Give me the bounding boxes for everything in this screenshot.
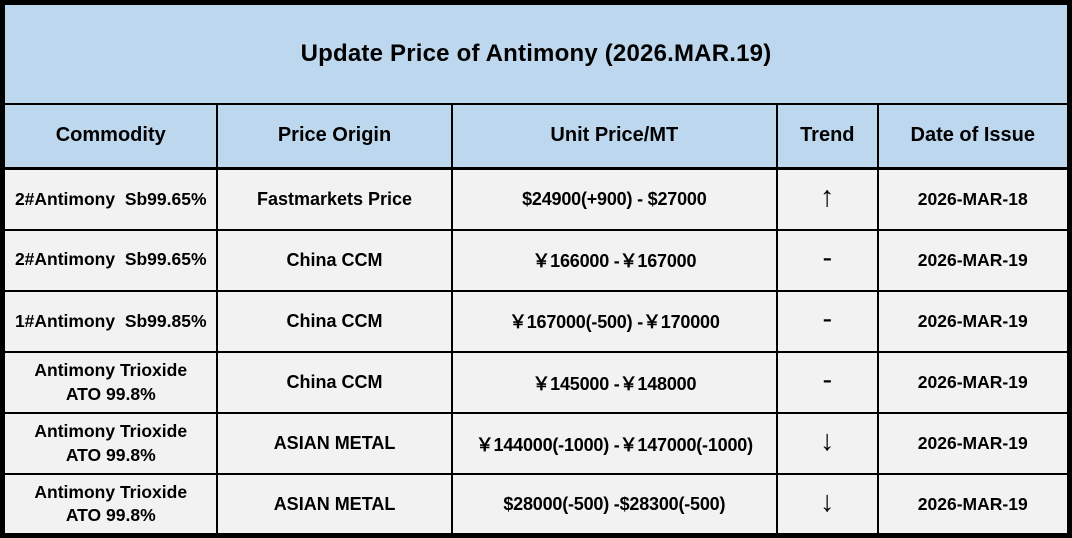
price-origin-cell: China CCM	[216, 228, 453, 292]
table-row: Antimony Trioxide ATO 99.8% ASIAN METAL …	[1, 412, 1071, 476]
column-header-unit-price: Unit Price/MT	[450, 102, 779, 170]
date-of-issue-cell: 2026-MAR-19	[876, 350, 1071, 415]
date-of-issue-cell: 2026-MAR-19	[876, 228, 1071, 292]
table-row: Antimony Trioxide ATO 99.8% ASIAN METAL …	[1, 473, 1071, 537]
unit-price-cell: ￥167000(-500) -￥170000	[450, 289, 779, 353]
unit-price-cell: $28000(-500) -$28300(-500)	[450, 473, 779, 537]
date-of-issue-cell: 2026-MAR-19	[876, 412, 1071, 476]
title-row: Update Price of Antimony (2026.MAR.19)	[1, 1, 1071, 105]
trend-down-indicator: ↓	[776, 412, 879, 476]
price-origin-cell: Fastmarkets Price	[216, 167, 453, 231]
table-row: 1#Antimony Sb99.85% China CCM ￥167000(-5…	[1, 289, 1071, 353]
commodity-cell: 2#Antimony Sb99.65%	[1, 228, 219, 292]
commodity-cell: 2#Antimony Sb99.65%	[1, 167, 219, 231]
column-header-price-origin: Price Origin	[216, 102, 453, 170]
column-header-trend: Trend	[776, 102, 879, 170]
price-origin-cell: ASIAN METAL	[216, 412, 453, 476]
unit-price-cell: ￥144000(-1000) -￥147000(-1000)	[450, 412, 779, 476]
date-of-issue-cell: 2026-MAR-19	[876, 289, 1071, 353]
commodity-cell: Antimony Trioxide ATO 99.8%	[1, 412, 219, 476]
date-of-issue-cell: 2026-MAR-19	[876, 473, 1071, 537]
trend-unchanged-indicator: -	[776, 228, 879, 292]
commodity-cell: Antimony Trioxide ATO 99.8%	[1, 350, 219, 415]
price-origin-cell: ASIAN METAL	[216, 473, 453, 537]
trend-unchanged-indicator: -	[776, 350, 879, 415]
table-row: 2#Antimony Sb99.65% Fastmarkets Price $2…	[1, 167, 1071, 231]
commodity-cell: 1#Antimony Sb99.85%	[1, 289, 219, 353]
unit-price-cell: ￥166000 -￥167000	[450, 228, 779, 292]
trend-unchanged-indicator: -	[776, 289, 879, 353]
price-origin-cell: China CCM	[216, 289, 453, 353]
column-header-row: Commodity Price Origin Unit Price/MT Tre…	[1, 102, 1071, 170]
price-origin-cell: China CCM	[216, 350, 453, 415]
column-header-date-of-issue: Date of Issue	[876, 102, 1071, 170]
unit-price-cell: $24900(+900) - $27000	[450, 167, 779, 231]
table-row: 2#Antimony Sb99.65% China CCM ￥166000 -￥…	[1, 228, 1071, 292]
unit-price-cell: ￥145000 -￥148000	[450, 350, 779, 415]
page-title: Update Price of Antimony (2026.MAR.19)	[1, 1, 1071, 105]
trend-up-indicator: ↑	[776, 167, 879, 231]
trend-down-indicator: ↓	[776, 473, 879, 537]
date-of-issue-cell: 2026-MAR-18	[876, 167, 1071, 231]
commodity-cell: Antimony Trioxide ATO 99.8%	[1, 473, 219, 537]
table-row: Antimony Trioxide ATO 99.8% China CCM ￥1…	[1, 350, 1071, 415]
column-header-commodity: Commodity	[1, 102, 219, 170]
